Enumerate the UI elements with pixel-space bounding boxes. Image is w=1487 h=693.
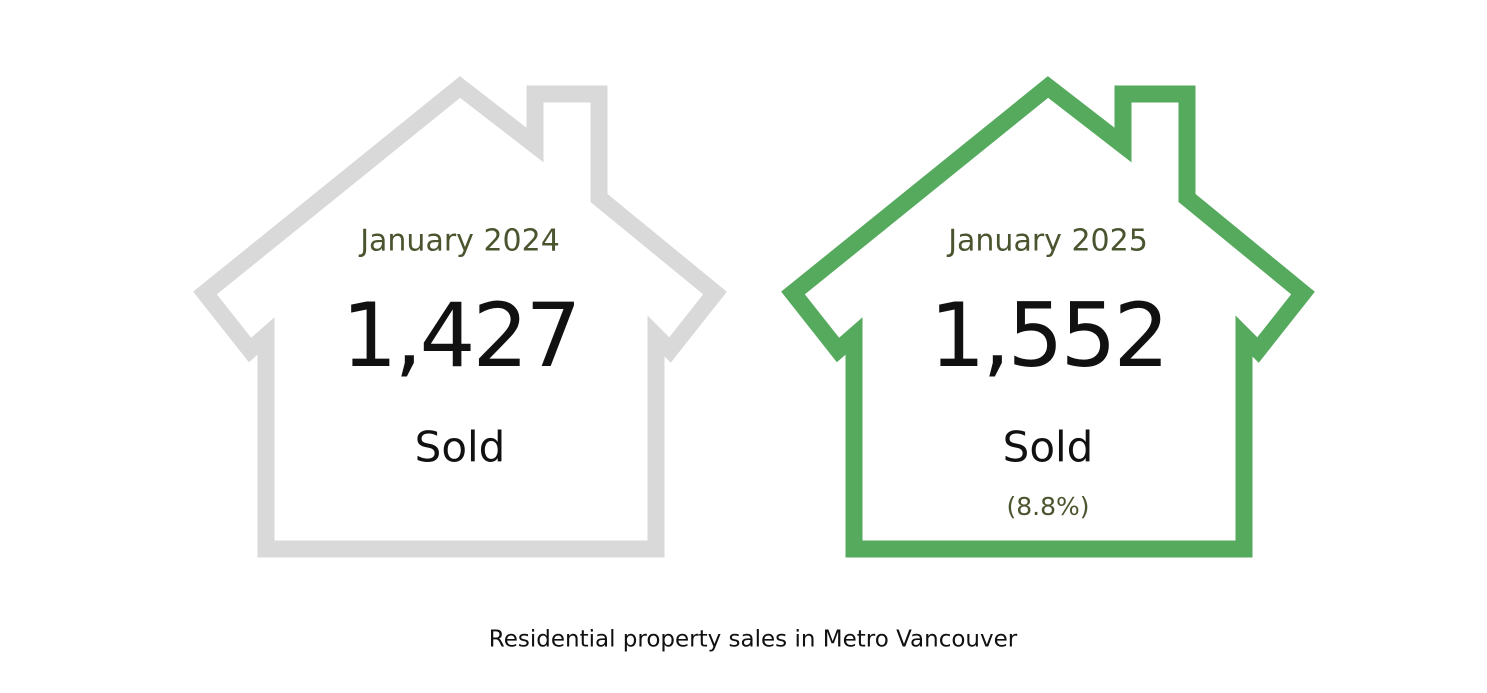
- house-2025: January 2025 1,552 Sold (8.8%): [781, 76, 1315, 558]
- period: January 2025: [946, 224, 1148, 259]
- sales-value: 1,552: [930, 284, 1167, 387]
- house-2024: January 2024 1,427 Sold: [193, 76, 727, 558]
- house-outline: [193, 76, 727, 558]
- sales-label: Sold: [1003, 423, 1094, 472]
- change: (8.8%): [1006, 492, 1089, 521]
- house-outline: [781, 76, 1315, 558]
- caption: Residential property sales in Metro Vanc…: [489, 627, 1018, 653]
- period: January 2024: [358, 224, 560, 259]
- sales-label: Sold: [415, 423, 506, 472]
- sales-value: 1,427: [342, 284, 579, 387]
